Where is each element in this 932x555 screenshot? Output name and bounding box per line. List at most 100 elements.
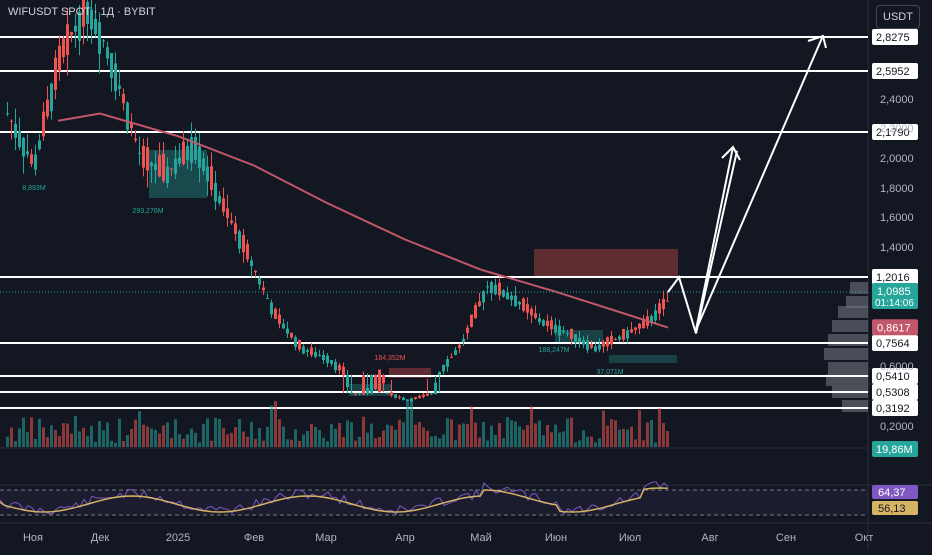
candle-body xyxy=(302,346,305,354)
candle-body xyxy=(234,223,237,234)
volume-bar xyxy=(250,421,253,447)
volume-bar xyxy=(74,416,77,447)
volume-bar xyxy=(262,440,265,447)
candle-body xyxy=(110,53,113,78)
volume-bar xyxy=(534,423,537,447)
candle-body xyxy=(654,310,657,321)
candle-body xyxy=(510,295,513,300)
volume-annotation: 293,276M xyxy=(132,208,163,215)
volume-bar xyxy=(18,428,21,447)
volume-bar xyxy=(378,437,381,447)
candle-body xyxy=(586,340,589,351)
time-axis-tick: Сен xyxy=(776,532,796,544)
volume-bar xyxy=(518,426,521,447)
candle-body xyxy=(462,338,465,343)
price-scale-tick: 1,4000 xyxy=(880,242,914,254)
volume-bar xyxy=(14,441,17,447)
volume-bar xyxy=(114,442,117,447)
candle-body xyxy=(146,147,149,171)
volume-bar xyxy=(238,419,241,447)
volume-bar xyxy=(442,434,445,447)
volume-bar xyxy=(602,410,605,447)
volume-bar xyxy=(494,434,497,447)
volume-bar xyxy=(554,424,557,447)
volume-bar xyxy=(478,437,481,447)
time-axis-tick: Авг xyxy=(701,532,718,544)
volume-bar xyxy=(142,424,145,447)
candle-body xyxy=(662,298,665,310)
volume-bar xyxy=(430,436,433,447)
volume-bar xyxy=(630,426,633,447)
volume-bar xyxy=(182,438,185,447)
volume-bar xyxy=(454,439,457,447)
volume-bar xyxy=(50,425,53,447)
candle-body xyxy=(90,9,93,30)
candle-body xyxy=(450,356,453,358)
candle-body xyxy=(350,392,353,394)
candle-body xyxy=(258,278,261,285)
candle-body xyxy=(290,332,293,338)
volume-bar xyxy=(434,435,437,447)
candle-body xyxy=(58,45,61,72)
candle-body xyxy=(314,351,317,357)
volume-bar xyxy=(382,430,385,447)
time-axis-tick: Дек xyxy=(91,532,110,544)
candle-body xyxy=(222,198,225,212)
volume-bar xyxy=(334,428,337,447)
volume-bar xyxy=(570,417,573,447)
volume-bar xyxy=(390,425,393,447)
volume-bar xyxy=(318,430,321,447)
volume-bar xyxy=(638,410,641,447)
candle-body xyxy=(474,304,477,319)
candle-body xyxy=(370,375,373,394)
currency-button[interactable]: USDT xyxy=(876,5,920,29)
candle-body xyxy=(398,396,401,398)
price-level-label: 0,5410 xyxy=(876,371,910,383)
candle-body xyxy=(182,141,185,164)
candle-body xyxy=(178,157,181,164)
volume-bar xyxy=(66,423,69,447)
ma-price-tag xyxy=(872,319,918,336)
candle-body xyxy=(70,32,73,36)
candle-body xyxy=(78,11,81,41)
volume-bar xyxy=(286,439,289,447)
candle-body xyxy=(6,113,9,115)
time-axis-tick: Май xyxy=(470,532,492,544)
volume-bar xyxy=(574,442,577,447)
candle-body xyxy=(414,397,417,399)
candle-body xyxy=(382,374,385,384)
candle-body xyxy=(282,323,285,329)
candle-body xyxy=(286,328,289,334)
volume-bar xyxy=(558,432,561,447)
volume-bar xyxy=(94,442,97,447)
volume-bar xyxy=(110,440,113,447)
volume-bar xyxy=(122,440,125,447)
candle-body xyxy=(422,394,425,397)
volume-bar xyxy=(414,424,417,447)
volume-bar xyxy=(30,417,33,447)
candle-body xyxy=(482,291,485,303)
volume-bar xyxy=(462,423,465,447)
volume-bar xyxy=(330,424,333,447)
candle-body xyxy=(10,120,13,122)
projection-path xyxy=(667,150,738,334)
candle-body xyxy=(170,168,173,170)
candle-body xyxy=(606,337,609,347)
candle-body xyxy=(570,328,573,339)
volume-bar xyxy=(118,418,121,447)
volume-bar xyxy=(406,399,409,447)
volume-annotation: 8,893M xyxy=(22,185,46,192)
time-axis-tick: Окт xyxy=(855,532,874,544)
candle-body xyxy=(550,320,553,330)
candle-body xyxy=(410,398,413,402)
volume-bar xyxy=(310,423,313,447)
volume-bar xyxy=(418,421,421,447)
volume-bar xyxy=(506,417,509,447)
volume-bar xyxy=(130,428,133,447)
candle-body xyxy=(514,295,517,307)
volume-bar xyxy=(158,433,161,447)
candle-body xyxy=(366,387,369,394)
candle-body xyxy=(26,151,29,155)
volume-bar xyxy=(438,438,441,447)
